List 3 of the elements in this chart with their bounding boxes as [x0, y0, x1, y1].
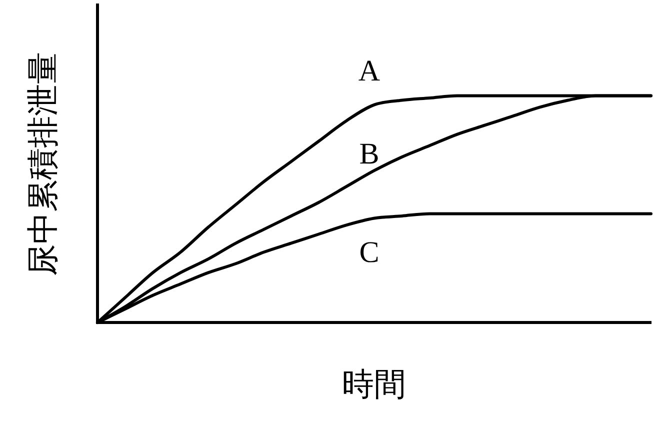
x-axis-title: 時間: [342, 366, 406, 402]
y-axis-title: 尿中累積排泄量: [24, 52, 61, 276]
series-label: A: [358, 54, 380, 88]
